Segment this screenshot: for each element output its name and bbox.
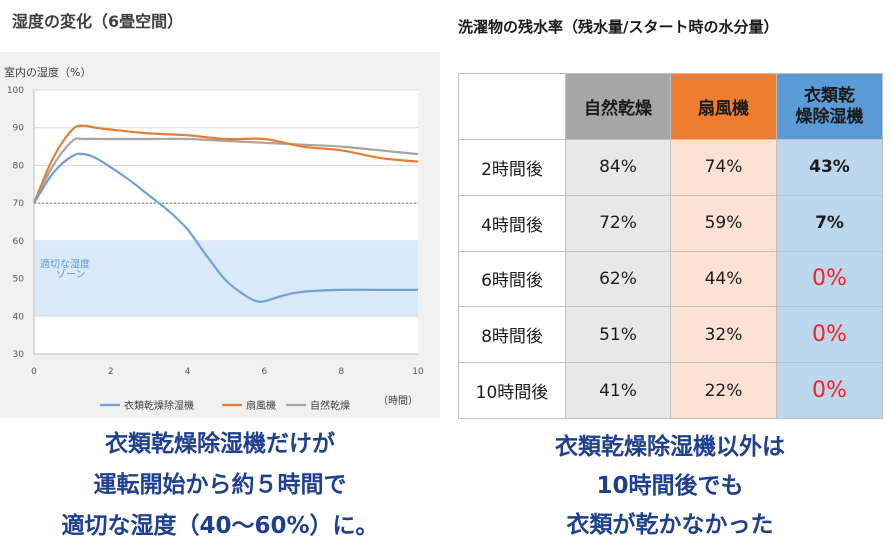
cell-fan: 32% (670, 306, 777, 364)
table-header-row: 自然乾燥 扇風機 衣類乾 燥除湿機 (458, 73, 883, 140)
cell-fan: 59% (670, 194, 777, 252)
series-line-2 (33, 137, 419, 204)
cell-dehumidifier: 7% (776, 194, 883, 252)
conclusion-left-line: 衣類乾燥除湿機だけが (105, 431, 335, 457)
chart-title: 湿度の変化（6畳空間） (12, 12, 184, 31)
y-tick-label: 100 (7, 86, 24, 96)
table-row: 8時間後 51% 32% 0% (458, 306, 883, 364)
series-line-0 (33, 152, 418, 303)
conclusion-right-line: 衣類が乾かなかった (566, 512, 774, 538)
humidity-zone-band (34, 240, 418, 317)
header-natural-drying: 自然乾燥 (565, 73, 671, 140)
humidity-zone-label: ゾーン (56, 268, 86, 280)
x-tick-label: 6 (262, 367, 268, 377)
header-fan: 扇風機 (670, 73, 777, 140)
y-axis-label: 室内の湿度（%） (4, 65, 91, 79)
cell-natural-drying: 41% (565, 362, 671, 419)
table-row: 2時間後 84% 74% 43% (458, 139, 883, 196)
x-axis-label: （時間） (378, 395, 418, 407)
cell-natural-drying: 72% (565, 194, 671, 252)
x-tick-label: 2 (108, 367, 114, 377)
table-row: 4時間後 72% 59% 7% (458, 194, 883, 252)
y-tick-label: 30 (13, 350, 25, 360)
humidity-zone-label: 適切な湿度 (40, 257, 90, 270)
cell-natural-drying: 51% (565, 306, 671, 364)
table-row: 6時間後 62% 44% 0% (458, 250, 883, 308)
y-tick-label: 70 (13, 199, 25, 209)
series-line-1 (32, 124, 419, 204)
row-label: 6時間後 (458, 250, 566, 308)
x-tick-label: 10 (412, 367, 424, 377)
conclusion-right-line: 衣類乾燥除湿機以外は (555, 434, 785, 460)
cell-dehumidifier: 0% (776, 250, 883, 308)
y-tick-label: 60 (13, 237, 25, 247)
header-dehumidifier: 衣類乾 燥除湿機 (776, 73, 883, 140)
conclusion-left: 衣類乾燥除湿機だけが 運転開始から約５時間で 適切な湿度（40〜60%）に。 (0, 424, 440, 547)
row-label: 8時間後 (458, 306, 566, 364)
row-label: 2時間後 (458, 139, 566, 196)
y-tick-label: 40 (13, 312, 25, 322)
table-row: 10時間後 41% 22% 0% (458, 362, 883, 419)
cell-fan: 22% (670, 362, 777, 419)
y-tick-label: 80 (13, 161, 25, 171)
residual-water-table: 自然乾燥 扇風機 衣類乾 燥除湿機 2時間後 84% 74% 43% 4時間後 7… (458, 73, 883, 419)
x-tick-label: 8 (338, 367, 344, 377)
cell-natural-drying: 84% (565, 139, 671, 196)
legend-label: 自然乾燥 (310, 399, 350, 412)
legend-label: 扇風機 (246, 399, 276, 412)
row-label: 10時間後 (458, 362, 566, 419)
cell-fan: 74% (670, 139, 777, 196)
y-tick-label: 90 (13, 124, 25, 134)
cell-dehumidifier: 0% (776, 362, 883, 419)
cell-natural-drying: 62% (565, 250, 671, 308)
table-title: 洗濯物の残水率（残水量/スタート時の水分量） (458, 18, 779, 36)
cell-fan: 44% (670, 250, 777, 308)
conclusion-left-line: 運転開始から約５時間で (93, 472, 347, 498)
legend-label: 衣類乾燥除湿機 (124, 399, 194, 412)
conclusion-right-line: 10時間後でも (596, 473, 744, 499)
y-tick-label: 50 (13, 275, 25, 285)
cell-dehumidifier: 43% (776, 139, 883, 196)
x-tick-label: 0 (31, 367, 37, 377)
row-label: 4時間後 (458, 194, 566, 252)
conclusion-right: 衣類乾燥除湿機以外は 10時間後でも 衣類が乾かなかった (450, 428, 890, 545)
conclusion-left-line: 適切な湿度（40〜60%）に。 (61, 513, 379, 539)
cell-dehumidifier: 0% (776, 306, 883, 364)
x-tick-label: 4 (185, 367, 191, 377)
table-corner-cell (458, 73, 566, 140)
